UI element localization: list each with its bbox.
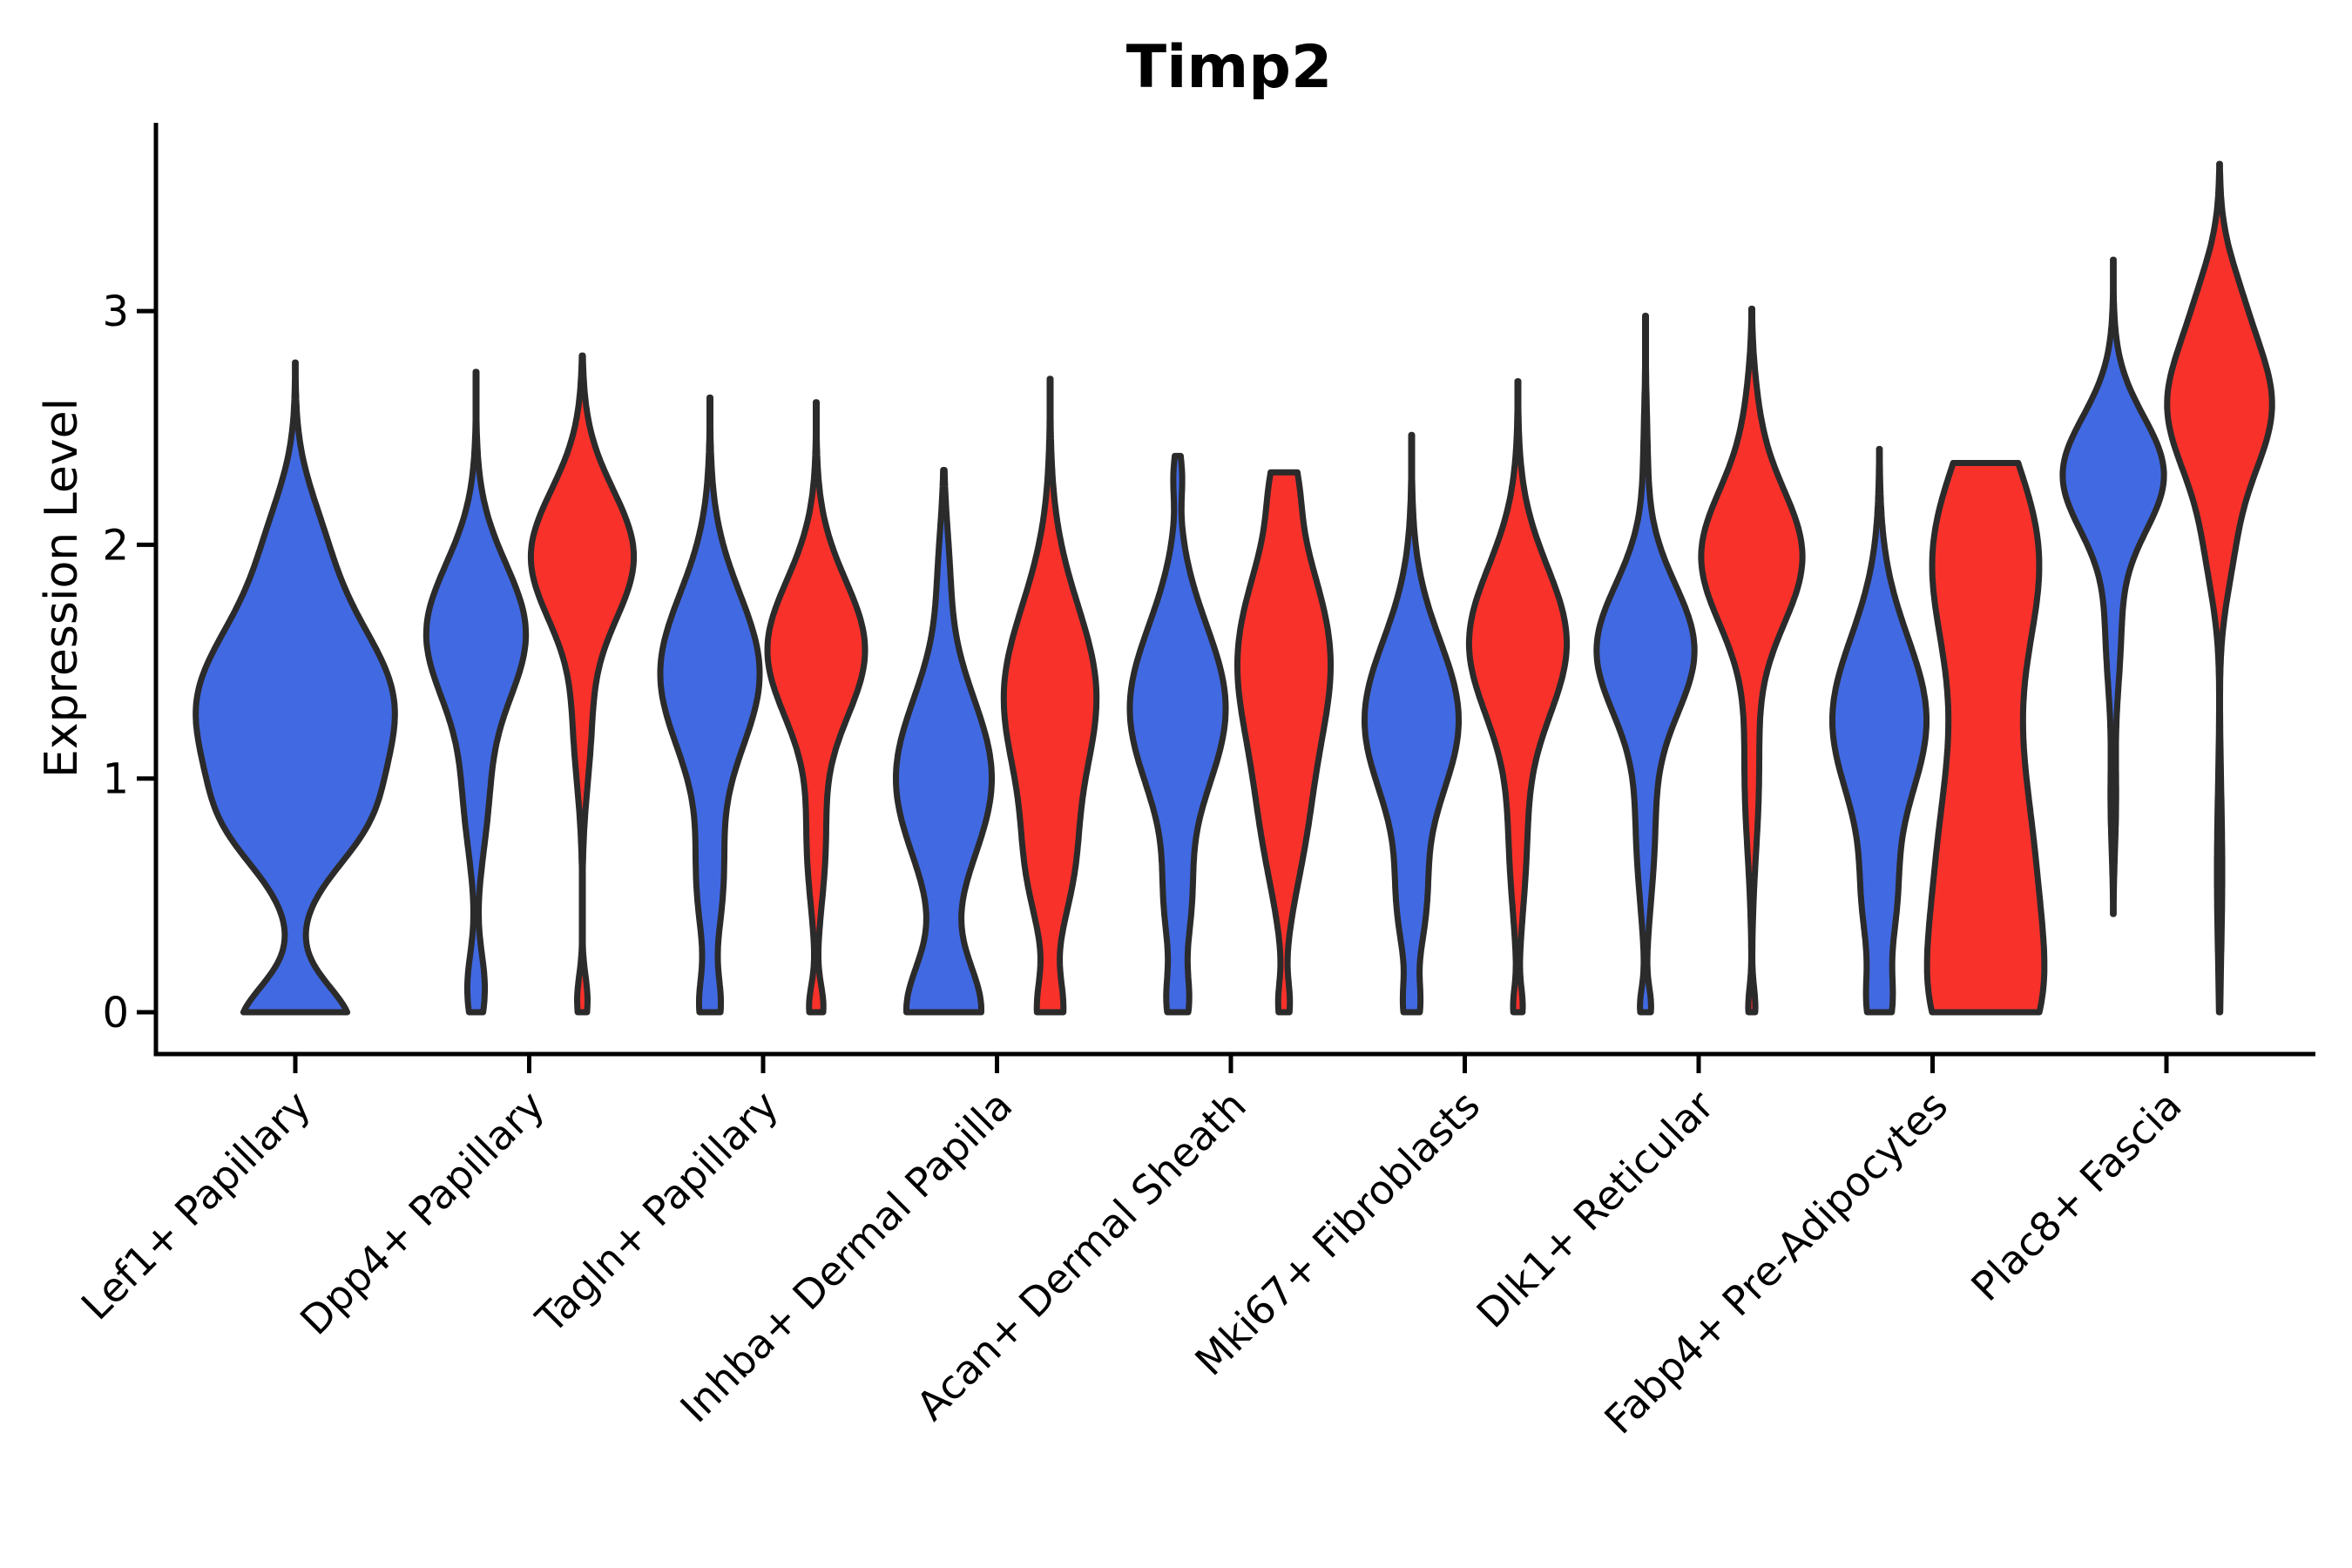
violin-fabp4-pre-adipocytes-red [1923,460,2048,1016]
y-tick-label-3: 3 [102,287,129,336]
x-axis-ticks [293,1054,2169,1073]
violin-mki67-fibroblasts-blue [1362,431,1462,1016]
y-axis-tick-labels: 0 1 2 3 [102,287,129,1037]
violin-dlk1-reticular-red [1698,305,1806,1016]
violin-acan-dermal-sheath-blue [1126,452,1229,1016]
y-tick-label-1: 1 [102,755,129,804]
violin-acan-dermal-sheath-red [1234,469,1334,1016]
x-category-label-0: Lef1+ Papillary [72,1082,320,1329]
x-category-label-6: Dlk1+ Reticular [1468,1082,1723,1337]
y-tick-label-2: 2 [102,521,129,570]
plot-title: Timp2 [1126,33,1333,102]
violin-tagln-papillary-red [764,399,868,1016]
axis-spines [153,123,2315,1057]
violin-inhba-dermal-papilla-blue [893,467,995,1016]
x-category-label-1: Dpp4+ Papillary [291,1082,553,1344]
x-category-label-8: Plac8+ Fascia [1962,1082,2190,1310]
violin-dpp4-papillary-blue [422,368,530,1016]
violin-plac8-fascia-blue [2059,256,2167,917]
violin-lef1-papillary-blue [193,359,398,1016]
y-axis-ticks [137,308,156,1015]
x-category-label-2: Tagln+ Papillary [526,1082,787,1343]
violin-mki67-fibroblasts-red [1465,378,1571,1016]
violin-dlk1-reticular-blue [1593,313,1698,1016]
y-tick-label-0: 0 [102,989,129,1037]
violin-plac8-fascia-red [2164,160,2275,1016]
y-axis-label: Expression Level [36,398,88,778]
violins-layer [193,160,2275,1016]
violin-fabp4-pre-adipocytes-blue [1829,445,1930,1016]
violin-inhba-dermal-papilla-red [1000,375,1100,1016]
violin-dpp4-papillary-red [527,352,638,1016]
violin-tagln-papillary-blue [657,394,763,1016]
